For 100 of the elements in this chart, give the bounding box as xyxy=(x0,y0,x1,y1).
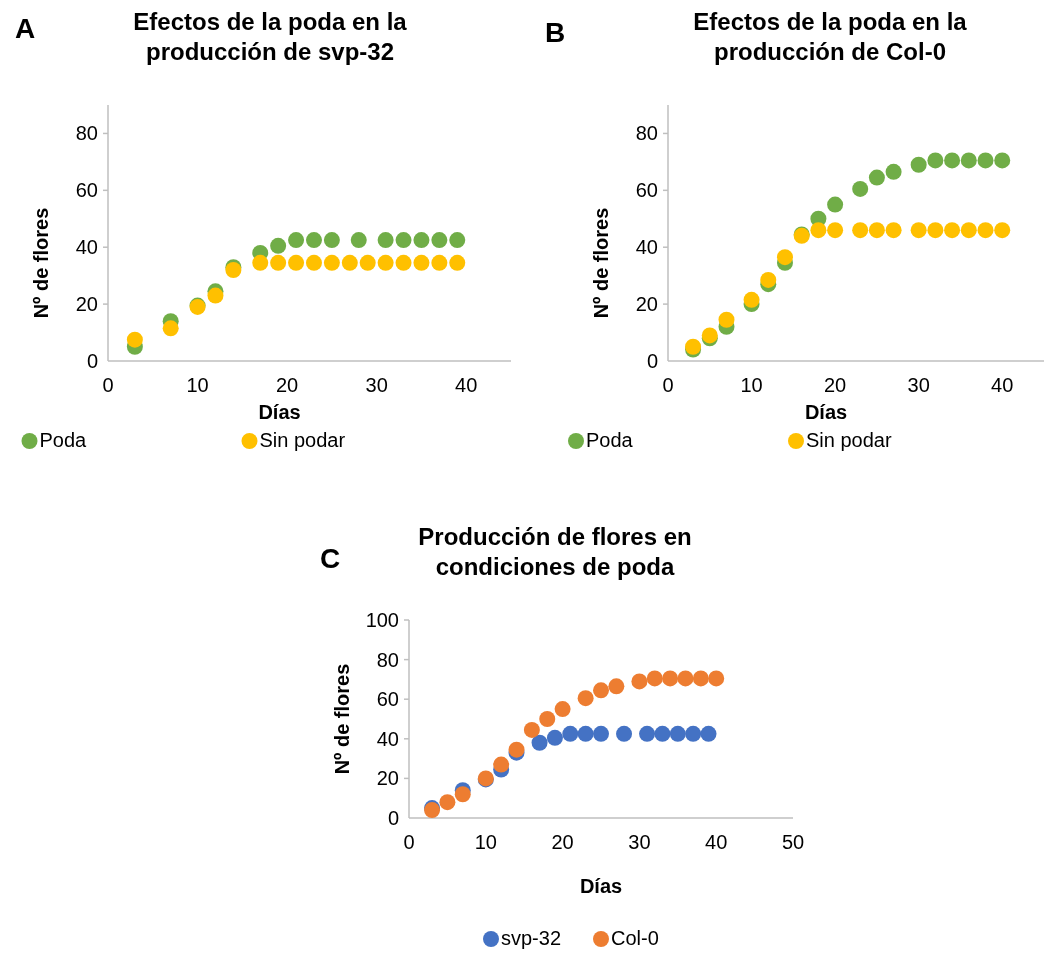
point xyxy=(546,729,563,746)
point xyxy=(885,163,902,180)
point xyxy=(395,254,412,271)
point xyxy=(323,254,340,271)
point xyxy=(539,711,556,727)
point xyxy=(562,725,579,742)
y-axis-title: Nº de flores xyxy=(590,207,612,319)
point xyxy=(692,670,709,687)
point xyxy=(944,152,961,169)
point xyxy=(994,222,1011,239)
point xyxy=(531,734,548,751)
point xyxy=(126,331,143,348)
point xyxy=(593,725,609,742)
point xyxy=(431,232,448,249)
point xyxy=(927,222,944,239)
point xyxy=(631,673,648,690)
chart-title: Efectos de la poda en la producción de Col-0 xyxy=(693,8,968,65)
legend-label: Poda xyxy=(39,429,88,451)
point xyxy=(305,232,322,249)
point xyxy=(810,222,827,239)
x-tick-label: 0 xyxy=(662,374,674,396)
point xyxy=(827,222,844,239)
text: B xyxy=(544,17,566,48)
point xyxy=(350,232,367,249)
point xyxy=(944,222,961,239)
x-tick-label: 10 xyxy=(474,831,497,853)
point xyxy=(960,152,977,169)
point xyxy=(910,222,927,239)
y-tick-label: 80 xyxy=(376,648,399,671)
point xyxy=(288,232,305,249)
text: C xyxy=(319,543,341,574)
chart-title: Efectos de la poda en la producción de svp-32 xyxy=(133,8,408,65)
y-tick-label: 20 xyxy=(635,293,658,316)
point xyxy=(323,232,340,249)
point xyxy=(377,254,394,271)
point xyxy=(685,725,702,742)
point xyxy=(454,786,471,803)
point xyxy=(827,196,844,213)
legend-label: Sin podar xyxy=(259,429,346,451)
point xyxy=(760,271,777,288)
x-tick-label: 40 xyxy=(991,374,1014,396)
point xyxy=(377,232,394,249)
point xyxy=(616,725,633,742)
point xyxy=(669,725,686,742)
point xyxy=(654,725,671,742)
point xyxy=(270,254,287,271)
point xyxy=(270,237,287,254)
y-tick-label: 0 xyxy=(86,350,98,372)
x-tick-label: 20 xyxy=(275,374,299,396)
point xyxy=(677,670,694,687)
point xyxy=(608,678,625,695)
y-tick-label: 0 xyxy=(387,807,399,829)
y-tick-label: 20 xyxy=(376,767,399,790)
point xyxy=(910,156,927,173)
x-tick-label: 40 xyxy=(705,831,728,853)
x-tick-label: 20 xyxy=(551,831,574,853)
point xyxy=(700,725,717,742)
point xyxy=(577,725,594,742)
point xyxy=(743,291,760,308)
point xyxy=(449,254,466,271)
legend-label: Col-0 xyxy=(611,927,659,949)
y-tick-label: 100 xyxy=(365,609,399,631)
point xyxy=(252,254,269,271)
x-tick-label: 30 xyxy=(907,374,930,396)
point xyxy=(708,670,725,687)
point xyxy=(305,254,322,271)
point xyxy=(927,152,944,169)
x-axis-title: Días xyxy=(258,401,301,423)
y-tick-label: 60 xyxy=(376,688,399,711)
point xyxy=(593,682,609,699)
y-tick-label: 80 xyxy=(75,122,98,145)
x-tick-label: 30 xyxy=(628,831,651,853)
point xyxy=(646,670,663,687)
point xyxy=(493,756,510,773)
point xyxy=(718,311,735,328)
x-tick-label: 20 xyxy=(823,374,847,396)
point xyxy=(960,222,977,239)
legend-label: Poda xyxy=(586,429,634,451)
x-tick-label: 0 xyxy=(102,374,114,396)
point xyxy=(523,721,540,738)
text: A xyxy=(14,13,36,44)
point xyxy=(554,701,571,718)
point xyxy=(994,152,1011,169)
y-tick-label: 0 xyxy=(646,350,658,372)
x-tick-label: 30 xyxy=(365,374,388,396)
point xyxy=(413,254,430,271)
point xyxy=(868,222,885,239)
point xyxy=(885,222,902,239)
y-tick-label: 60 xyxy=(635,179,658,202)
point xyxy=(852,222,869,239)
point xyxy=(207,287,224,304)
y-axis-title: Nº de flores xyxy=(331,663,353,775)
x-tick-label: 10 xyxy=(740,374,763,396)
point xyxy=(662,670,679,687)
x-tick-label: 10 xyxy=(186,374,209,396)
point xyxy=(639,725,656,742)
point xyxy=(431,254,448,271)
legend-label: svp-32 xyxy=(501,927,562,949)
x-tick-label: 0 xyxy=(403,831,415,853)
x-tick-label: 40 xyxy=(455,374,478,396)
